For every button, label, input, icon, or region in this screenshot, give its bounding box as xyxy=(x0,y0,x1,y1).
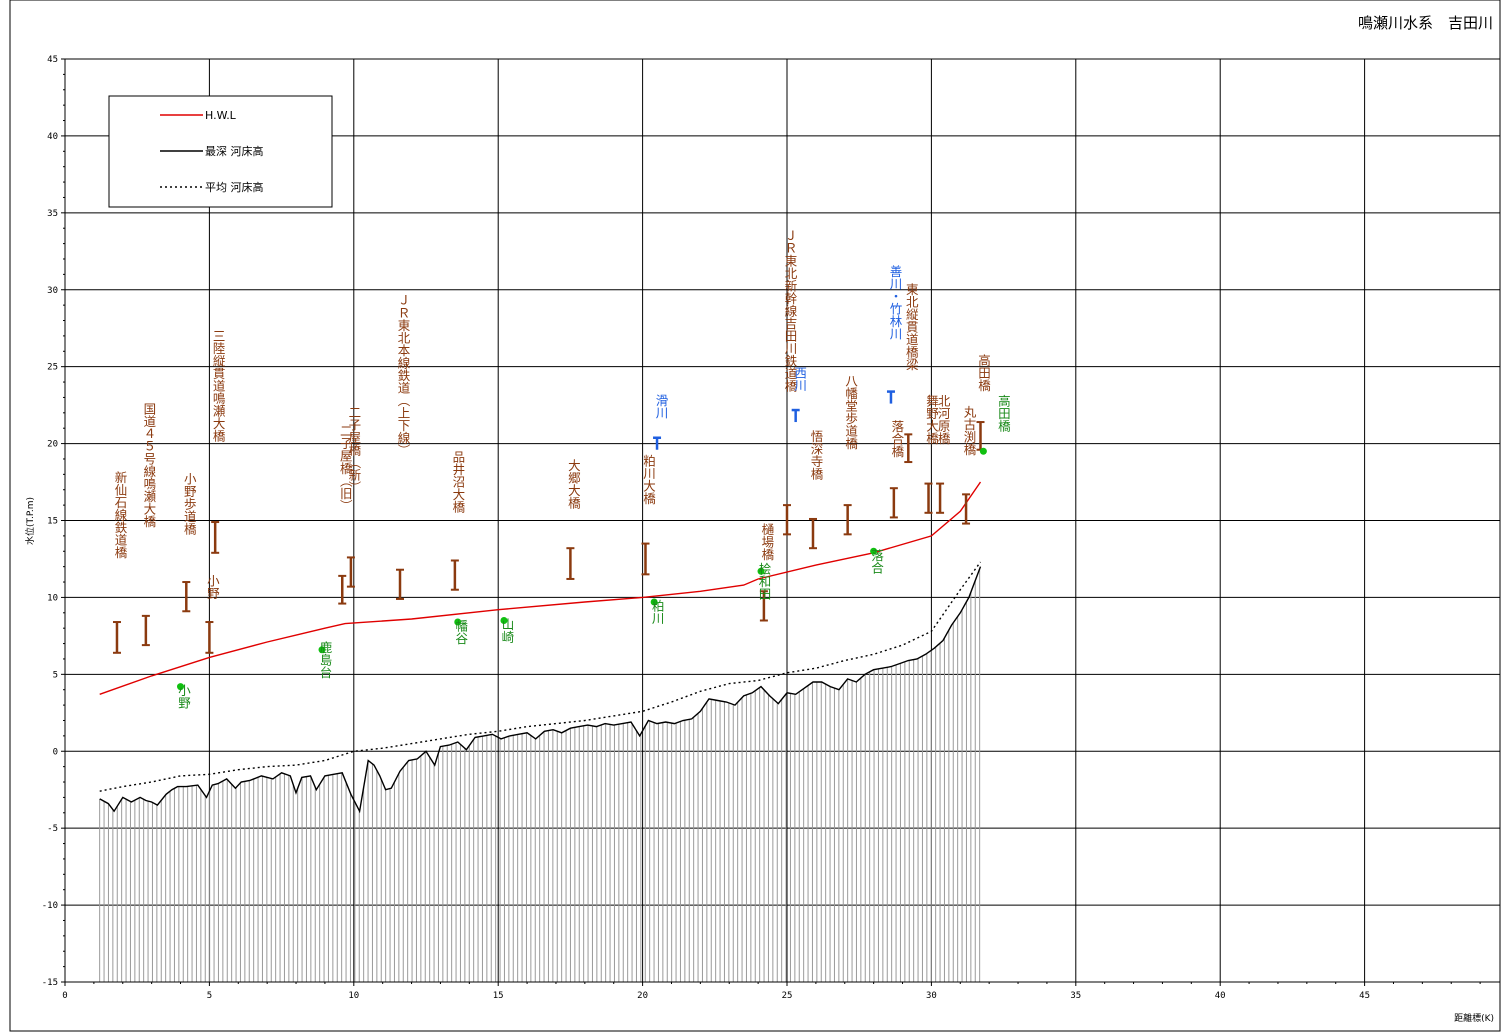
x-axis-label: 距離標(K) xyxy=(1454,1012,1494,1024)
y-tick-label: -5 xyxy=(47,824,58,834)
legend-label: H.W.L xyxy=(205,109,237,122)
bridge-label: 新仙石線鉄道橋 xyxy=(112,470,127,559)
tributary-label: 西川 xyxy=(792,367,807,392)
bridge-label: 舞野大橋 xyxy=(924,395,939,446)
legend-label: 最深 河床高 xyxy=(205,144,264,158)
y-tick-label: -15 xyxy=(42,978,58,988)
y-tick-label: 0 xyxy=(53,747,58,757)
bridge-label: 悟深寺橋 xyxy=(808,429,823,481)
y-axis-label: 水位(T.P.m) xyxy=(24,497,36,545)
bridge-label: 樋場橋 xyxy=(759,522,774,561)
x-tick-label: 10 xyxy=(348,991,359,1001)
legend-label: 平均 河床高 xyxy=(205,180,264,194)
bridge-label: 落合橋 xyxy=(889,420,904,458)
location-dot xyxy=(318,646,326,654)
bridge-label: 丸古渕橋 xyxy=(962,405,977,456)
location-label: 高田橋 xyxy=(996,394,1011,433)
location-dot xyxy=(979,447,987,455)
bridge-label: 小野歩道橋 xyxy=(182,472,197,535)
x-tick-label: 0 xyxy=(62,991,67,1001)
location-dot xyxy=(757,567,765,575)
y-tick-label: 40 xyxy=(47,132,58,142)
location-label: 山崎 xyxy=(499,618,514,643)
series-line-0 xyxy=(99,481,982,695)
bridge-label: 二子屋橋（旧） xyxy=(338,425,353,513)
location-dot xyxy=(500,616,508,624)
location-label: 落合 xyxy=(869,549,884,574)
x-tick-label: 40 xyxy=(1215,991,1226,1001)
x-tick-label: 15 xyxy=(493,991,504,1001)
bridge-label: 東北縦貫道橋梁 xyxy=(904,283,919,371)
series-line-1 xyxy=(99,566,982,814)
bridge-label: 国道４５号線鳴瀬大橋 xyxy=(141,402,156,528)
y-tick-label: -10 xyxy=(42,901,58,911)
bridge-label: ＪＲ東北新幹線吉田川鉄道橋 xyxy=(783,229,798,392)
location-label: 鹿島台 xyxy=(318,640,333,679)
x-tick-label: 5 xyxy=(207,991,212,1001)
series-line-2 xyxy=(99,561,982,792)
bridge-label: 粕川大橋 xyxy=(641,454,656,506)
x-tick-label: 30 xyxy=(926,991,937,1001)
bridge-label: 北河原橋 xyxy=(936,395,951,446)
y-tick-label: 25 xyxy=(47,363,58,373)
bridge-label: 八幡堂歩道橋 xyxy=(843,375,858,451)
bridge-label: 品井沼大橋 xyxy=(450,451,465,514)
y-tick-label: 15 xyxy=(47,517,58,527)
frame xyxy=(9,0,1501,1032)
y-tick-label: 30 xyxy=(47,286,58,296)
x-tick-label: 25 xyxy=(782,991,793,1001)
axes: -15 -10 -5 0 5 10 15 20 25 30 35 40 45 0 5 10 15 20 25 30 35… xyxy=(42,55,1500,1001)
location-dot xyxy=(177,683,185,691)
location-dot xyxy=(454,618,462,626)
y-tick-label: 45 xyxy=(47,55,58,65)
location-label: 小野 xyxy=(176,684,191,709)
x-tick-label: 20 xyxy=(637,991,648,1001)
legend-box xyxy=(108,95,333,208)
bridge-label: 二子屋橋（新） xyxy=(346,406,361,494)
chart-title: 鳴瀬川水系 吉田川 xyxy=(1358,14,1493,32)
riverbed-hatch xyxy=(99,568,981,982)
bridges: 新仙石線鉄道橋 国道４５号線鳴瀬大橋小野歩道橋小野 三陸縦貫道鳴瀬大橋二子屋橋（旧）… xyxy=(112,229,991,654)
bridge-label: 小野 xyxy=(205,575,220,600)
location-dot xyxy=(650,598,658,606)
bridge-label: 高田橋 xyxy=(976,353,991,392)
location-label: 粕川 xyxy=(650,599,665,625)
location-label: 桧和田 xyxy=(757,562,772,601)
bridge-label: 三陸縦貫道鳴瀬大橋 xyxy=(211,329,226,442)
tributary-label: 善川・竹林川 xyxy=(887,264,902,340)
y-tick-label: 35 xyxy=(47,209,58,219)
bridge-label: 大郷大橋 xyxy=(566,459,581,510)
location-label: 幡谷 xyxy=(453,619,468,646)
y-tick-label: 5 xyxy=(53,670,58,680)
bridge-label: ＪＲ東北本線鉄道（上下線） xyxy=(396,294,411,457)
series-lines xyxy=(99,481,982,814)
y-tick-label: 10 xyxy=(47,593,58,603)
x-tick-label: 35 xyxy=(1070,991,1081,1001)
x-tick-label: 45 xyxy=(1359,991,1370,1001)
y-tick-label: 20 xyxy=(47,440,58,450)
tributary-label: 滑川 xyxy=(654,394,669,419)
location-dot xyxy=(870,547,878,555)
tributaries: 滑川 西川 善川・竹林川 xyxy=(653,264,902,450)
